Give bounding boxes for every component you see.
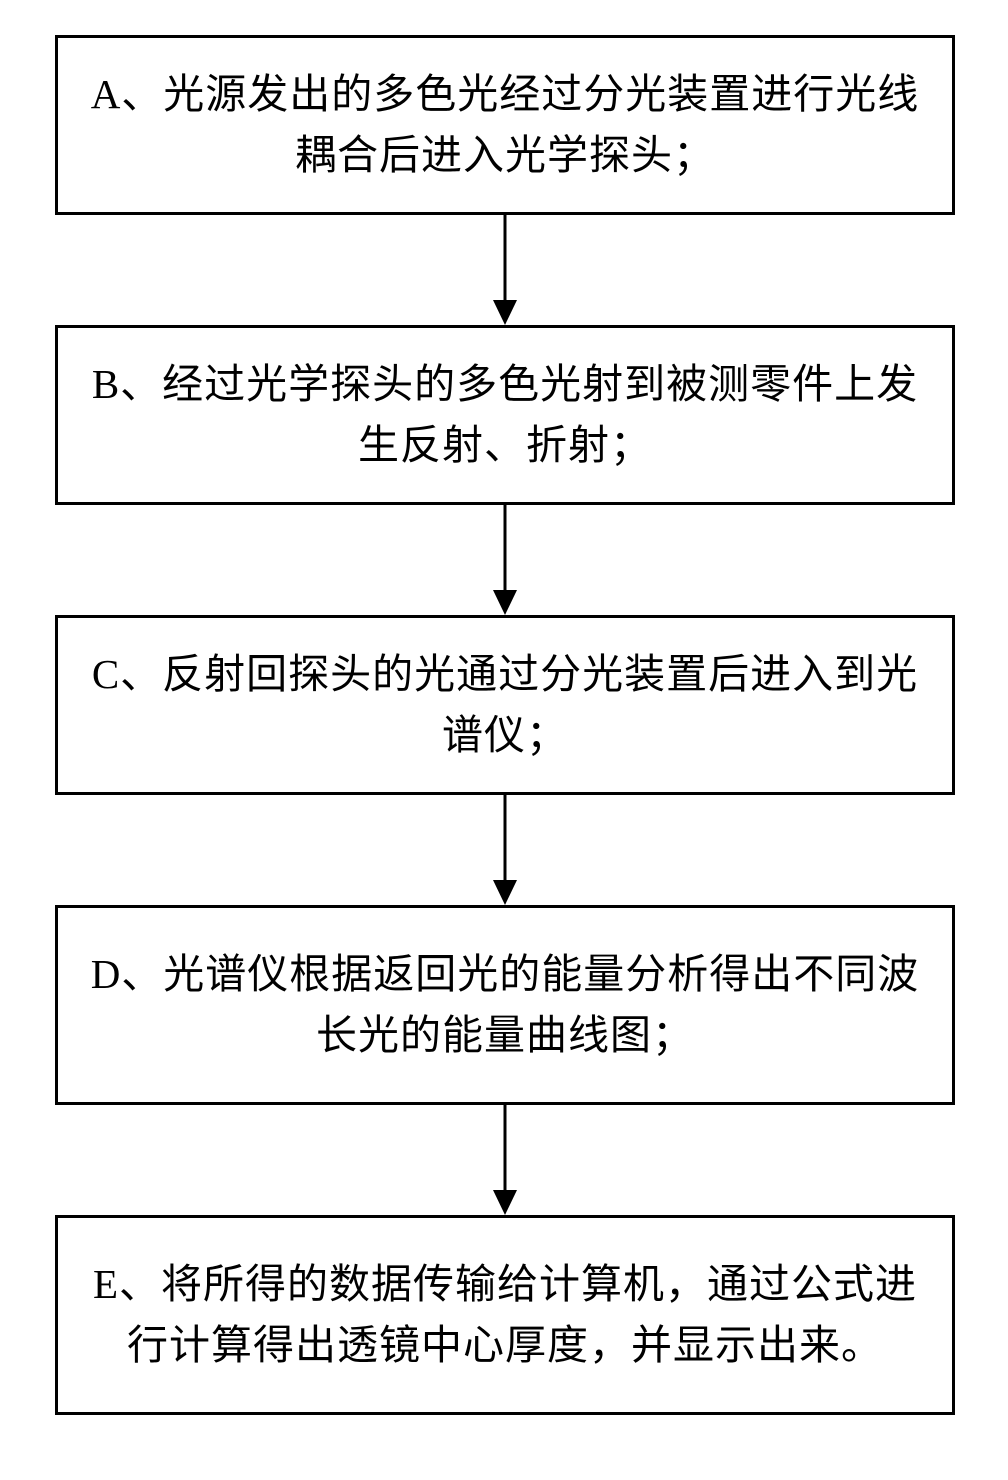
flow-text-c: C、反射回探头的光通过分光装置后进入到光谱仪； — [88, 644, 922, 767]
arrow-down-icon — [485, 215, 525, 325]
flow-node-d: D、光谱仪根据返回光的能量分析得出不同波长光的能量曲线图； — [55, 905, 955, 1105]
arrow-down-icon — [485, 795, 525, 905]
flow-text-a: A、光源发出的多色光经过分光装置进行光线耦合后进入光学探头； — [88, 64, 922, 187]
arrow-down-icon — [485, 505, 525, 615]
flow-node-a: A、光源发出的多色光经过分光装置进行光线耦合后进入光学探头； — [55, 35, 955, 215]
flow-node-e: E、将所得的数据传输给计算机，通过公式进行计算得出透镜中心厚度，并显示出来。 — [55, 1215, 955, 1415]
flow-text-e: E、将所得的数据传输给计算机，通过公式进行计算得出透镜中心厚度，并显示出来。 — [88, 1254, 922, 1377]
flow-node-b: B、经过光学探头的多色光射到被测零件上发生反射、折射； — [55, 325, 955, 505]
flowchart-container: A、光源发出的多色光经过分光装置进行光线耦合后进入光学探头； B、经过光学探头的… — [55, 35, 955, 1415]
arrow-a-to-b — [55, 215, 955, 325]
arrow-b-to-c — [55, 505, 955, 615]
flow-text-b: B、经过光学探头的多色光射到被测零件上发生反射、折射； — [88, 354, 922, 477]
flow-text-d: D、光谱仪根据返回光的能量分析得出不同波长光的能量曲线图； — [88, 944, 922, 1067]
arrow-down-icon — [485, 1105, 525, 1215]
arrow-d-to-e — [55, 1105, 955, 1215]
flow-node-c: C、反射回探头的光通过分光装置后进入到光谱仪； — [55, 615, 955, 795]
arrow-c-to-d — [55, 795, 955, 905]
